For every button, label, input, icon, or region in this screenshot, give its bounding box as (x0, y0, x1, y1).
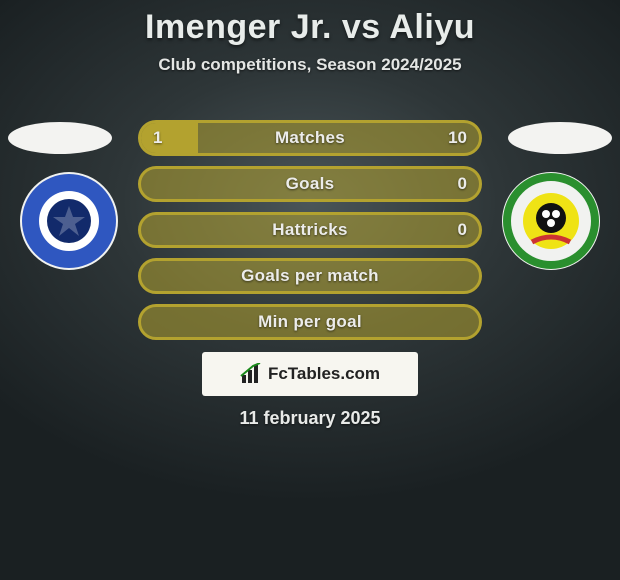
katsina-united-logo-icon (502, 172, 600, 270)
stat-bar: Goals per match (138, 258, 482, 294)
stat-bar: 0 Goals (138, 166, 482, 202)
bar-label: Goals (286, 174, 335, 194)
stat-bar: Min per goal (138, 304, 482, 340)
player-shadow-right (508, 122, 612, 154)
bar-value-right: 0 (458, 174, 467, 194)
comparison-bars: 1 10 Matches 0 Goals 0 Hattricks Goals per matc… (138, 120, 482, 350)
brand-box: FcTables.com (202, 352, 418, 396)
club-logo-right (502, 172, 600, 270)
bar-value-right: 0 (458, 220, 467, 240)
date-text: 11 february 2025 (0, 408, 620, 429)
bar-chart-icon (240, 363, 262, 385)
player-shadow-left (8, 122, 112, 154)
bar-label: Matches (275, 128, 345, 148)
stat-bar: 0 Hattricks (138, 212, 482, 248)
bar-label: Min per goal (258, 312, 362, 332)
stat-bar: 1 10 Matches (138, 120, 482, 156)
bar-fill-left (141, 123, 198, 153)
club-logo-left (20, 172, 118, 270)
page-title: Imenger Jr. vs Aliyu (0, 8, 620, 47)
bar-value-right: 10 (448, 128, 467, 148)
lobi-stars-logo-icon (20, 172, 118, 270)
bar-label: Goals per match (241, 266, 379, 286)
bar-value-left: 1 (153, 128, 162, 148)
brand-text: FcTables.com (268, 364, 380, 384)
page-subtitle: Club competitions, Season 2024/2025 (0, 55, 620, 75)
header: Imenger Jr. vs Aliyu Club competitions, … (0, 0, 620, 75)
bar-label: Hattricks (272, 220, 347, 240)
